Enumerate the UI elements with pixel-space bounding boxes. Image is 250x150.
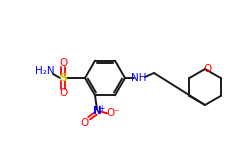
Text: O: O: [59, 88, 67, 98]
Text: NH: NH: [131, 73, 147, 83]
Text: O: O: [81, 118, 89, 128]
Text: O⁻: O⁻: [106, 108, 120, 118]
Text: +: +: [98, 104, 104, 113]
Text: O: O: [204, 64, 212, 74]
Text: N: N: [92, 106, 102, 116]
Text: S: S: [59, 73, 67, 83]
Text: O: O: [59, 58, 67, 68]
Text: H₂N: H₂N: [35, 66, 55, 76]
